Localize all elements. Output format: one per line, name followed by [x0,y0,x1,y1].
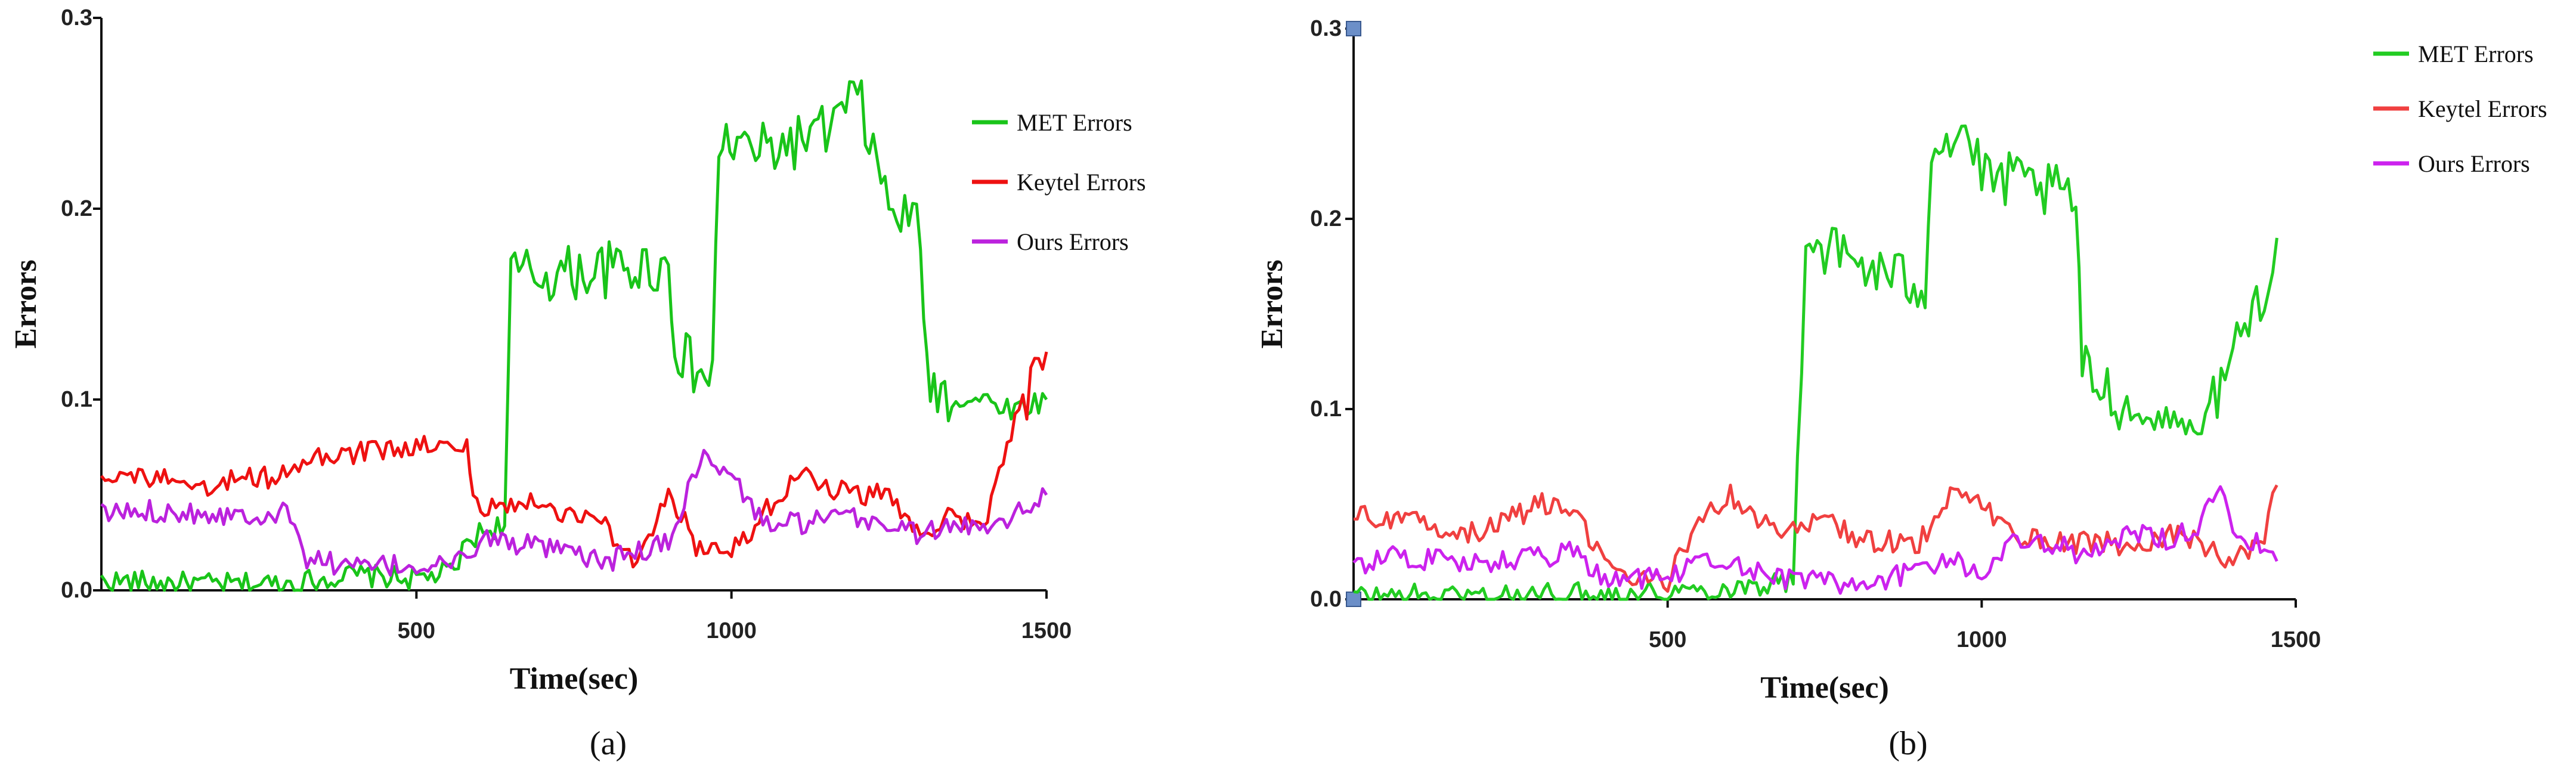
legend-label: Ours Errors [2418,150,2530,177]
series-line-ours-errors [1352,485,2278,595]
x-tick-label: 1000 [1956,627,2007,652]
axis-handle-marker [1346,21,1361,36]
y-tick-label: 0.1 [61,387,92,412]
x-axis-title: Time(sec) [1760,671,1889,705]
y-tick-label: 0.0 [61,578,92,603]
y-tick-label: 0.3 [1310,16,1342,41]
y-axis-title: Errors [1255,259,1289,348]
panel-label: (a) [590,725,627,762]
legend-label: Ours Errors [1017,228,1129,255]
x-tick-label: 1500 [2271,627,2321,652]
legend-label: Keytel Errors [1017,169,1146,196]
y-tick-label: 0.1 [1310,397,1342,422]
y-tick-label: 0.0 [1310,587,1342,612]
legend-label: MET Errors [1017,109,1132,136]
x-tick-label: 500 [398,618,435,643]
y-axis-title: Errors [9,259,43,348]
legend-label: Keytel Errors [2418,95,2547,122]
x-axis-title: Time(sec) [510,662,639,696]
series-line-met-errors [100,79,1048,592]
y-tick-label: 0.2 [1310,206,1342,231]
series-line-met-errors [1353,124,2278,601]
chart-panel-b: 0.0 0.1 0.2 0.3 500 1000 1500 MET Errors Keytel … [1255,16,2547,762]
y-tick-label: 0.2 [61,196,92,221]
series-line-ours-errors [100,448,1048,577]
series-line-keytel-errors [1354,484,2278,593]
series-line-keytel-errors [100,351,1048,569]
legend-label: MET Errors [2418,41,2534,67]
chart-panel-a: 0.0 0.1 0.2 0.3 500 1000 1500 MET Errors Keytel … [9,5,1146,762]
x-tick-label: 500 [1649,627,1686,652]
panel-label: (b) [1888,725,1927,762]
axis-handle-marker [1346,592,1361,607]
x-tick-label: 1500 [1021,618,1072,643]
y-tick-label: 0.3 [61,5,92,30]
x-tick-label: 1000 [706,618,757,643]
